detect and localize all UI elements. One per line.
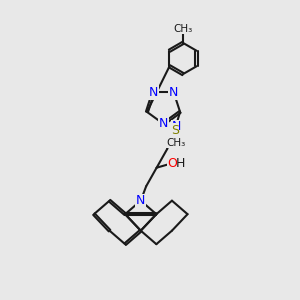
Text: N: N: [136, 194, 146, 207]
Text: N: N: [169, 86, 178, 99]
Text: N: N: [148, 86, 158, 99]
Text: N: N: [171, 120, 181, 134]
Text: CH₃: CH₃: [167, 137, 186, 148]
Text: H: H: [176, 157, 185, 170]
Text: N: N: [159, 117, 168, 130]
Text: S: S: [171, 124, 178, 137]
Text: CH₃: CH₃: [173, 23, 193, 34]
Text: O: O: [167, 157, 177, 170]
